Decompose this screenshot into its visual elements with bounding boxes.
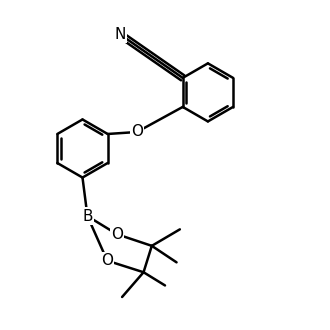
Text: O: O (111, 227, 123, 242)
Text: O: O (101, 253, 113, 268)
Text: N: N (115, 27, 126, 42)
Text: B: B (82, 209, 93, 224)
Text: O: O (131, 124, 143, 140)
